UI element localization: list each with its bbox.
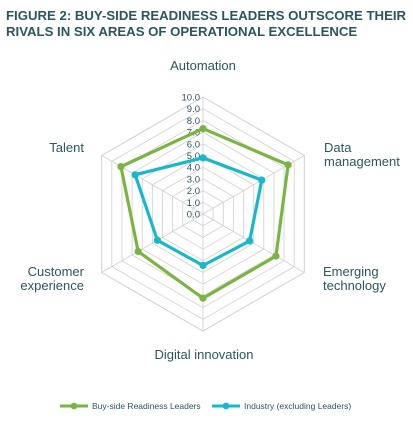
tick-label: 5.0 [187,151,200,162]
radar-series [117,124,292,302]
series-industry [131,154,266,270]
tick-label: 4.0 [187,163,200,174]
legend-label: Buy-side Readiness Leaders [92,401,201,411]
data-point [284,161,292,169]
legend-marker [70,402,78,410]
chart-title: FIGURE 2: BUY-SIDE READINESS LEADERS OUT… [6,8,406,40]
grid-spoke [101,213,204,273]
tick-label: 0.0 [187,210,200,221]
data-point [199,294,207,302]
axis-label-line: Customer [28,264,85,279]
axis-label-line: Emerging [323,264,379,279]
chart-legend: Buy-side Readiness Leaders Industry (excl… [60,401,351,411]
data-point [246,237,254,245]
legend-label: Industry (excluding Leaders) [244,401,351,411]
data-point [117,163,125,171]
axis-label-line: Automation [170,58,236,73]
legend-marker [222,402,230,410]
axis-label-automation: Automation [170,58,236,73]
axis-label-talent: Talent [49,140,84,155]
data-point [131,171,139,179]
data-point [199,154,207,162]
axis-label-emerging-technology: Emerging technology [323,264,386,293]
axis-label-line: Digital innovation [154,347,253,362]
axis-label-line: technology [323,278,386,293]
series-leaders [117,124,292,302]
legend-item: Buy-side Readiness Leaders [60,401,201,411]
tick-label: 2.0 [187,186,200,197]
tick-label: 3.0 [187,174,200,185]
tick-label: 6.0 [187,139,200,150]
tick-label: 10.0 [182,93,201,104]
chart-title-line-2: RIVALS IN SIX AREAS OF OPERATIONAL EXCEL… [6,24,358,39]
tick-label: 9.0 [187,104,200,115]
data-point [199,261,207,270]
axis-label-customer-experience: Customer experience [20,264,84,293]
data-point [258,176,266,184]
data-point [272,252,280,260]
tick-label: 1.0 [187,198,200,209]
axis-label-digital-innovation: Digital innovation [154,347,253,362]
axis-label-data-management: Data management [324,140,400,169]
data-point [199,124,207,133]
axis-label-line: Data [324,140,352,155]
legend-item: Industry (excluding Leaders) [212,401,351,411]
axis-label-line: management [324,154,400,169]
axis-label-line: Talent [49,140,84,155]
data-point [153,236,161,244]
tick-label: 8.0 [187,116,200,127]
radar-axis-labels: Automation Data management Emerging technolo… [20,58,400,362]
data-point [134,247,142,256]
axis-label-line: experience [20,278,84,293]
grid-spoke [202,213,305,273]
chart-title-line-1: FIGURE 2: BUY-SIDE READINESS LEADERS OUT… [6,8,407,23]
